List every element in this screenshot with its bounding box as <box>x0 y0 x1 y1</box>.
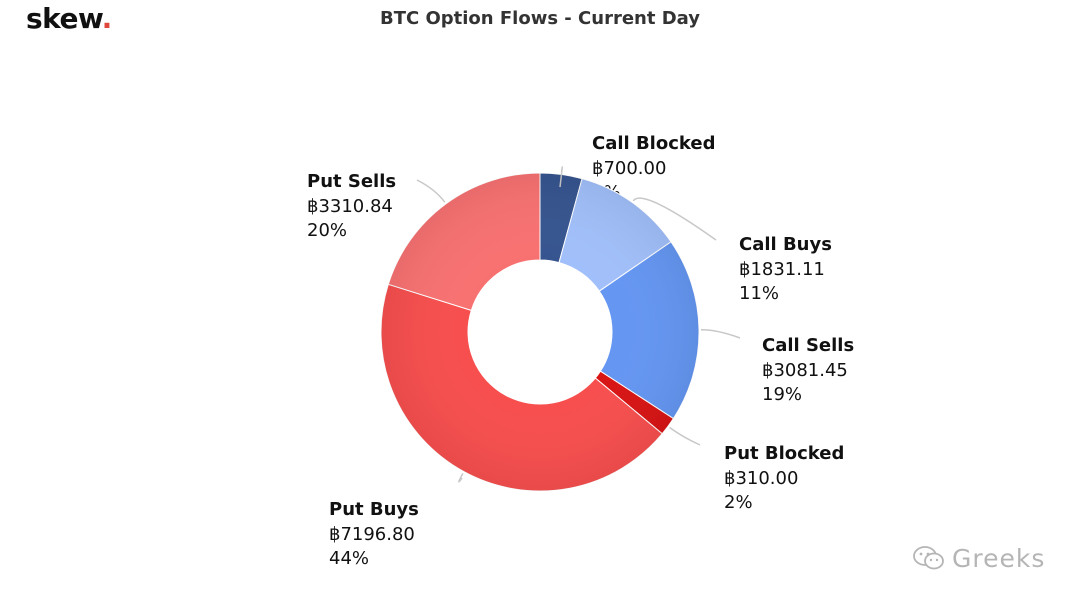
connector-line <box>458 472 464 483</box>
slice-value: ฿3081.45 <box>762 360 848 381</box>
slice-value: ฿310.00 <box>724 468 798 489</box>
chart-title: BTC Option Flows - Current Day <box>379 8 700 29</box>
slice-percent: 20% <box>307 220 347 241</box>
slice-label: Put Buys <box>329 499 419 520</box>
slice-label: Call Blocked <box>592 133 715 154</box>
connector-line <box>669 426 701 446</box>
slice-value: ฿7196.80 <box>329 524 415 545</box>
donut-hole <box>469 261 611 403</box>
logo-text: skew <box>26 2 102 35</box>
wechat-icon <box>913 546 944 570</box>
slice-label: Put Sells <box>307 171 396 192</box>
connector-line <box>416 179 446 203</box>
slice-value: ฿700.00 <box>592 158 666 179</box>
greeks-watermark: Greeks <box>912 540 1062 576</box>
slice-label: Call Sells <box>762 335 854 356</box>
slice-percent: 44% <box>329 548 369 569</box>
slice-label: Put Blocked <box>724 443 844 464</box>
slice-label: Call Buys <box>739 234 832 255</box>
skew-logo: skew. <box>26 2 112 35</box>
slice-value: ฿1831.11 <box>739 259 825 280</box>
slice-value: ฿3310.84 <box>307 196 393 217</box>
watermark-text: Greeks <box>952 543 1046 573</box>
slice-percent: 2% <box>724 492 753 513</box>
slice-percent: 11% <box>739 283 779 304</box>
logo-dot: . <box>101 2 113 35</box>
slice-percent: 19% <box>762 384 802 405</box>
connector-line <box>700 329 741 339</box>
